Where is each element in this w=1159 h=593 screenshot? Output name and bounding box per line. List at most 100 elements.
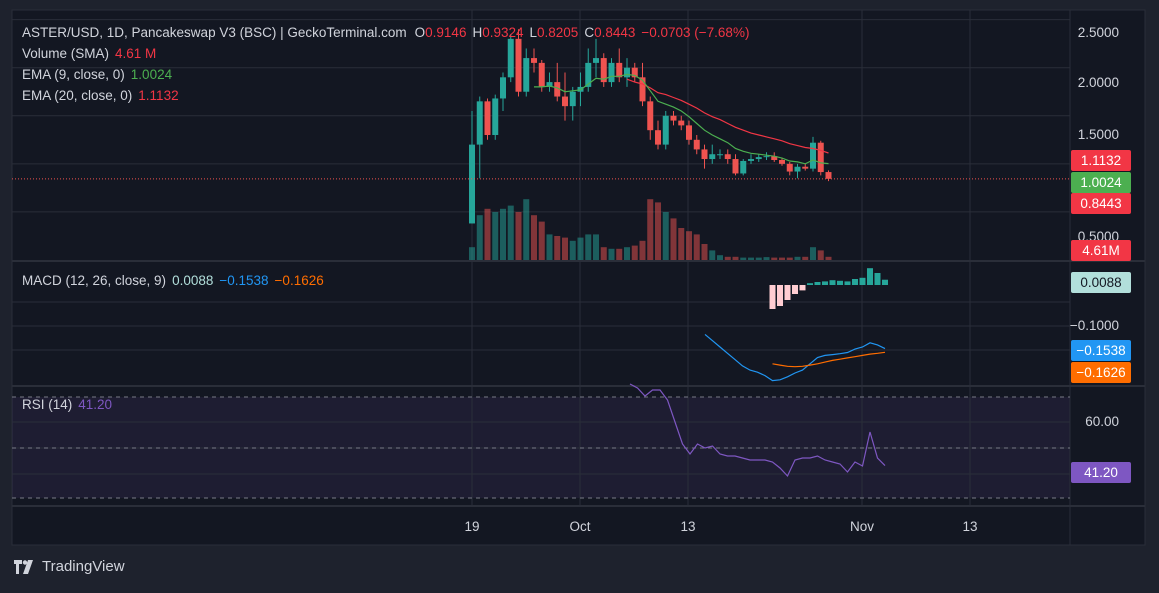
macd-histogram-bar — [859, 277, 866, 285]
volume-bar — [740, 257, 747, 260]
rsi-line — [629, 383, 886, 478]
candle-body — [500, 77, 506, 99]
candle-body — [562, 96, 568, 107]
volume-bar — [786, 257, 793, 260]
time-label: 19 — [464, 519, 480, 534]
volume-bar — [802, 256, 809, 260]
macd-histogram-bar — [799, 285, 806, 291]
ema20-price-tag: 1.1132 — [1071, 150, 1131, 171]
time-label: 13 — [962, 519, 978, 534]
candle-body — [631, 67, 638, 78]
tradingview-logo[interactable]: TradingView — [14, 558, 125, 575]
volume-tag: 4.61M — [1071, 240, 1131, 261]
candle-body — [740, 160, 747, 174]
volume-bar — [717, 255, 723, 260]
candle-body — [546, 82, 553, 87]
volume-bar — [771, 257, 778, 260]
candle-body — [554, 82, 561, 97]
candle-body — [639, 77, 646, 102]
ema20-value: 1.1132 — [138, 88, 179, 103]
candle-body — [717, 154, 723, 156]
volume-legend[interactable]: Volume (SMA) 4.61 M — [22, 46, 156, 61]
chart-background — [11, 9, 1146, 546]
volume-bar — [569, 240, 576, 260]
volume-bar — [631, 245, 638, 260]
ema9-legend[interactable]: EMA (9, close, 0) 1.0024 — [22, 67, 172, 82]
macd-histogram-bar — [814, 282, 821, 285]
macd-signal-tag: −0.1626 — [1071, 362, 1131, 383]
macd-histogram-bar — [784, 285, 791, 300]
volume-label: Volume (SMA) — [22, 46, 110, 61]
volume-bar — [693, 234, 700, 260]
volume-bar — [748, 257, 754, 260]
candle-body — [476, 101, 483, 145]
candle-body — [531, 58, 537, 63]
ema9-price-tag: 1.0024 — [1071, 172, 1131, 193]
candle-body — [593, 58, 599, 63]
rsi-tag: 41.20 — [1071, 462, 1131, 483]
ema9-label: EMA (9, close, 0) — [22, 67, 125, 82]
volume-bar — [500, 208, 506, 260]
ema9-line — [534, 73, 829, 165]
macd-line-tag: −0.1538 — [1071, 340, 1131, 361]
volume-value: 4.61 M — [115, 46, 157, 61]
volume-bar — [538, 221, 545, 260]
change-value: −0.0703 (−7.68%) — [641, 25, 750, 40]
macd-signal-line — [772, 351, 886, 368]
volume-bar — [585, 234, 592, 260]
macd-legend[interactable]: MACD (12, 26, close, 9) 0.0088 −0.1538 −… — [22, 273, 324, 288]
price-tick-label: 2.0000 — [1077, 75, 1119, 90]
candle-body — [779, 160, 785, 164]
candle-body — [507, 38, 514, 78]
volume-bar — [810, 247, 816, 260]
volume-bar — [484, 208, 491, 260]
candle-body — [794, 166, 801, 172]
candle-body — [786, 163, 793, 172]
candle-body — [492, 98, 499, 135]
volume-bar — [616, 248, 623, 260]
price-tick-label: 2.5000 — [1077, 25, 1119, 40]
macd-histogram-bar — [822, 281, 828, 285]
candle-body — [585, 62, 592, 87]
macd-histogram-bar — [874, 273, 881, 285]
candle-body — [693, 139, 700, 150]
low-label: L — [529, 25, 538, 40]
volume-bar — [507, 205, 514, 260]
candle-body — [678, 120, 685, 126]
macd-tick-label: −0.1000 — [1069, 318, 1119, 333]
volume-bar — [825, 256, 832, 260]
volume-bar — [639, 240, 646, 260]
candle-body — [600, 58, 607, 83]
candle-body — [724, 154, 731, 160]
macd-histogram-bar — [882, 279, 888, 285]
macd-histogram-bar — [837, 280, 843, 285]
volume-bar — [724, 256, 731, 260]
candle-body — [515, 38, 522, 92]
macd-line — [704, 333, 886, 382]
candle-body — [825, 172, 832, 179]
symbol-title[interactable]: ASTER/USD, 1D, Pancakeswap V3 (BSC) | Ge… — [22, 25, 407, 40]
ema20-legend[interactable]: EMA (20, close, 0) 1.1132 — [22, 88, 179, 103]
rsi-legend[interactable]: RSI (14) 41.20 — [22, 397, 112, 412]
candle-body — [755, 157, 762, 160]
rsi-value: 41.20 — [78, 397, 113, 412]
macd-histogram-bar — [844, 281, 851, 285]
macd-hist-tag: 0.0088 — [1071, 272, 1131, 293]
macd-line-value: −0.1538 — [219, 273, 269, 288]
candle-body — [538, 62, 545, 87]
ema20-line — [626, 78, 829, 154]
volume-bar — [686, 231, 692, 260]
macd-histogram-bar — [769, 285, 776, 309]
volume-bar — [755, 257, 762, 260]
volume-bar — [476, 215, 483, 260]
volume-bar — [794, 256, 801, 260]
macd-signal-value: −0.1626 — [274, 273, 324, 288]
volume-bar — [817, 250, 824, 260]
candle-body — [732, 159, 739, 174]
macd-hist-value: 0.0088 — [172, 273, 214, 288]
candle-body — [569, 91, 576, 107]
close-label: C — [584, 25, 595, 40]
volume-bar — [763, 257, 770, 260]
